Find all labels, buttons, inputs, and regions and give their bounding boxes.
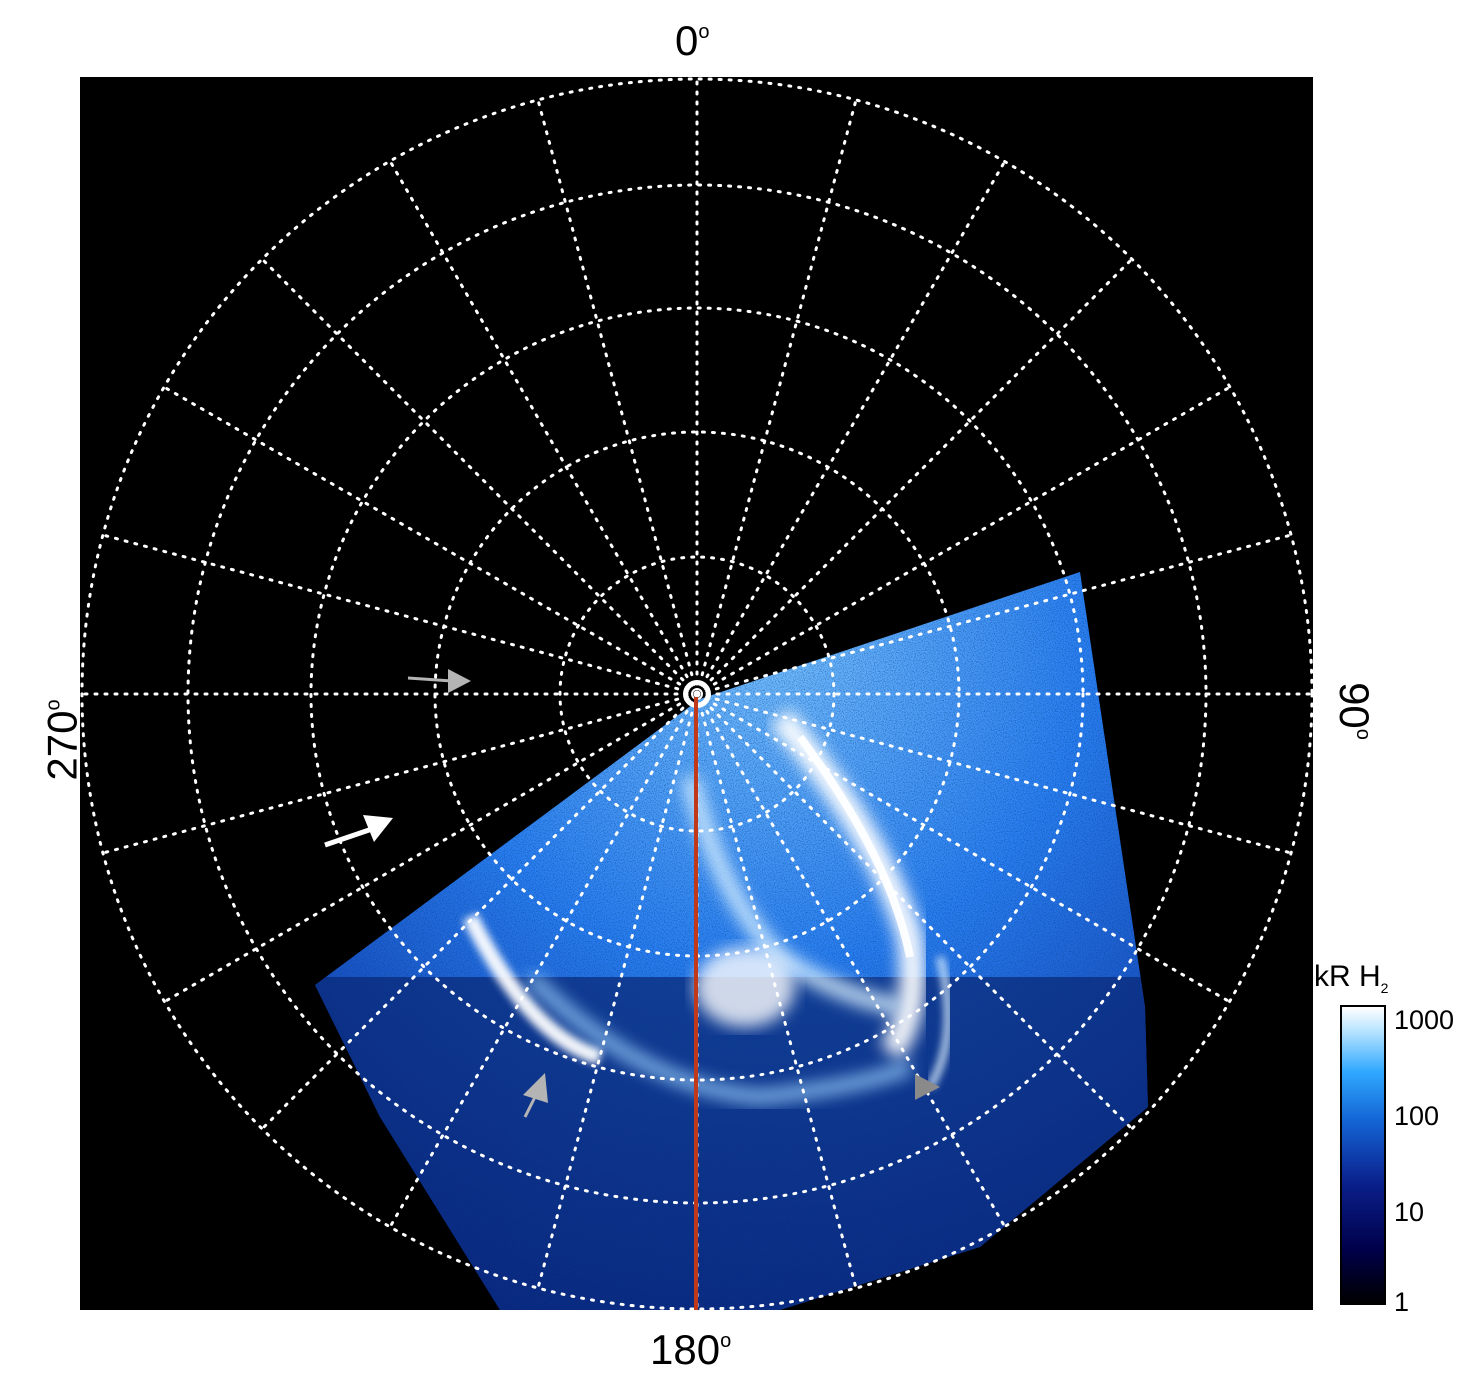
gray-arrow-lower-right [915,1074,940,1100]
colorbar-title: kR H2 [1314,960,1389,996]
colorbar-tick-1: 1 [1394,1287,1410,1317]
polar-projection-image [80,77,1313,1310]
angle-label-top: 0o [675,17,710,64]
angle-label-right: 90o [1330,682,1378,740]
colorbar [1340,1005,1386,1305]
angle-label-bottom: 180o [650,1326,732,1373]
white-arrow-left [324,815,393,848]
colorbar-tick-10: 10 [1394,1197,1425,1227]
polar-map-svg [80,77,1313,1310]
angle-label-left: 270o [38,699,86,781]
colorbar-tick-100: 100 [1394,1101,1440,1131]
gray-arrow-upper-left [407,669,471,693]
colorbar-tick-1000: 1000 [1394,1005,1455,1035]
gray-arrow-lower-left [523,1073,548,1118]
